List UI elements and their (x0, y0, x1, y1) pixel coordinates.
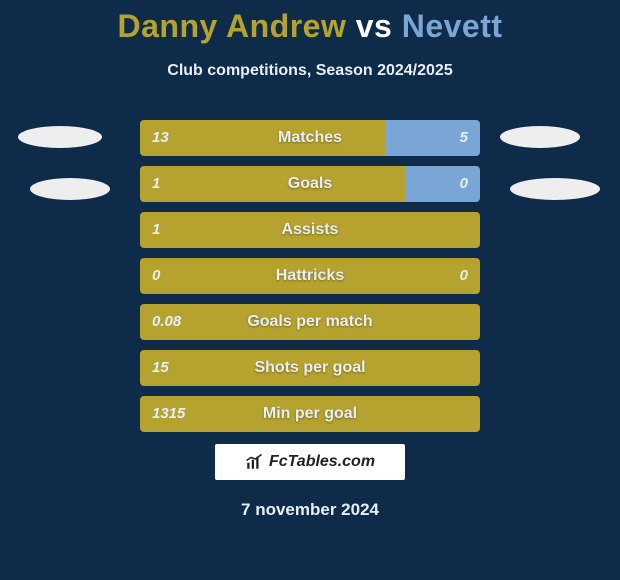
bar-track (140, 304, 480, 340)
footer-badge-text: FcTables.com (269, 453, 375, 471)
bar-left (140, 396, 480, 432)
bar-track (140, 258, 480, 294)
subtitle: Club competitions, Season 2024/2025 (0, 62, 620, 80)
stat-row: Assists1 (0, 212, 620, 248)
stat-rows: Matches135 Goals10 Assists1 Hattricks00 Goal… (0, 120, 620, 442)
page-title: Danny Andrew vs Nevett (0, 8, 620, 45)
comparison-canvas: Danny Andrew vs Nevett Club competitions… (0, 0, 620, 580)
stat-row: Min per goal1315 (0, 396, 620, 432)
bar-left (140, 166, 405, 202)
bar-right (385, 120, 480, 156)
bar-track (140, 396, 480, 432)
bar-track (140, 350, 480, 386)
bar-left (140, 258, 480, 294)
stat-row: Shots per goal15 (0, 350, 620, 386)
bar-track (140, 120, 480, 156)
footer-badge: FcTables.com (215, 444, 405, 480)
stat-row: Goals10 (0, 166, 620, 202)
bar-left (140, 212, 480, 248)
bar-track (140, 212, 480, 248)
stat-row: Hattricks00 (0, 258, 620, 294)
title-vs: vs (346, 8, 401, 44)
footer-date: 7 november 2024 (0, 500, 620, 520)
stat-row: Matches135 (0, 120, 620, 156)
title-left-player: Danny Andrew (117, 8, 346, 44)
title-right-player: Nevett (402, 8, 503, 44)
bar-right (405, 166, 480, 202)
stat-row: Goals per match0.08 (0, 304, 620, 340)
bar-track (140, 166, 480, 202)
bar-left (140, 120, 385, 156)
bar-left (140, 350, 480, 386)
bar-left (140, 304, 480, 340)
chart-icon (245, 453, 263, 471)
